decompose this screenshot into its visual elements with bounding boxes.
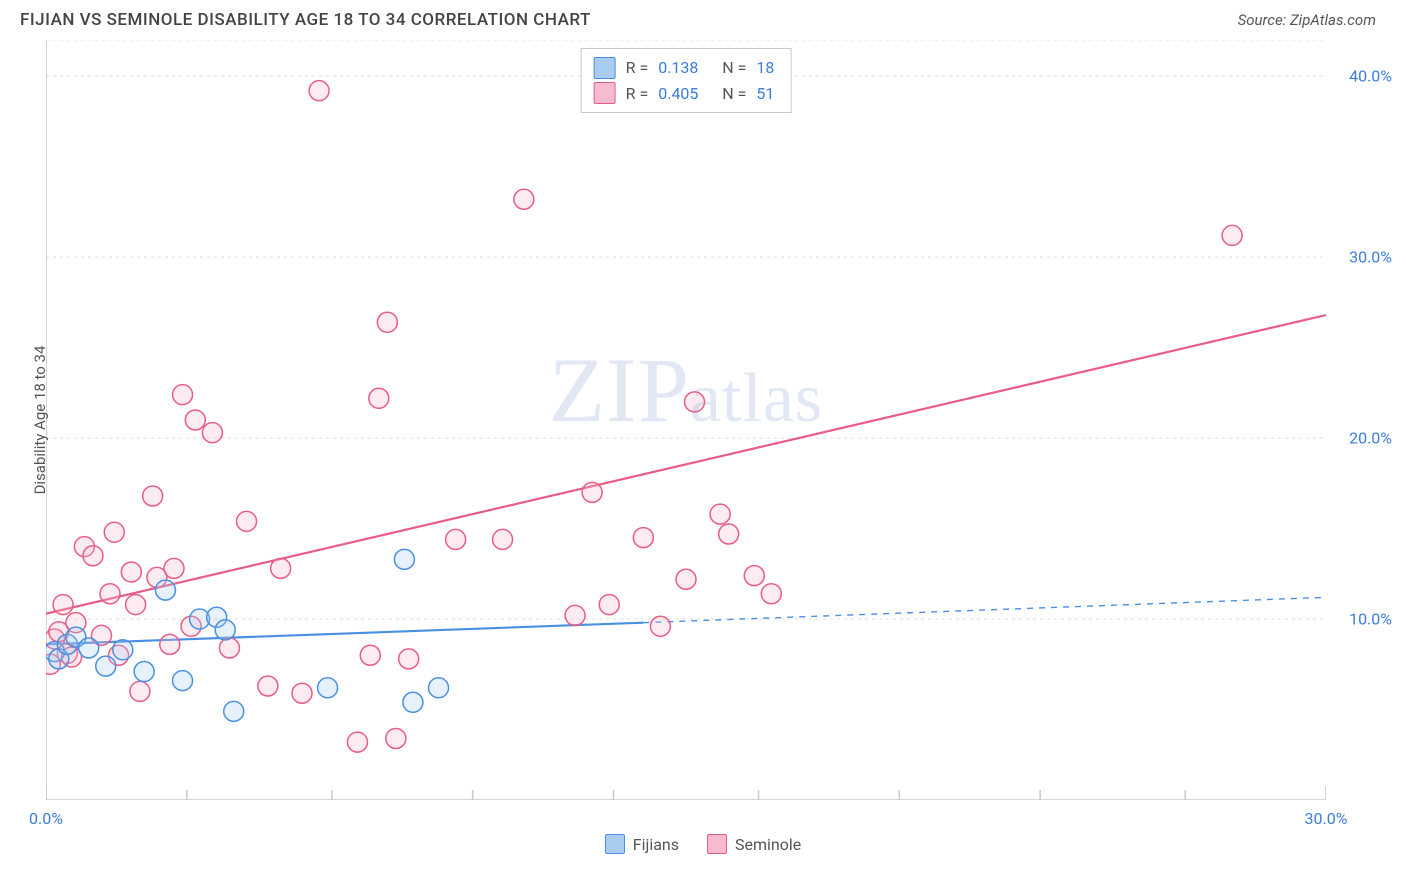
data-point xyxy=(318,678,338,698)
data-point xyxy=(1222,225,1242,245)
data-point xyxy=(493,529,513,549)
data-point xyxy=(83,546,103,566)
data-point xyxy=(121,562,141,582)
data-point xyxy=(514,189,534,209)
data-point xyxy=(224,701,244,721)
data-point xyxy=(403,692,423,712)
data-point xyxy=(446,529,466,549)
data-point xyxy=(202,423,222,443)
data-point xyxy=(134,662,154,682)
series-legend: Fijians Seminole xyxy=(0,834,1406,854)
data-point xyxy=(237,511,257,531)
legend-swatch-icon xyxy=(605,834,625,854)
stats-legend-box: R = 0.138 N = 18 R = 0.405 N = 51 xyxy=(581,48,792,113)
data-point xyxy=(429,678,449,698)
stats-swatch-icon xyxy=(594,57,616,79)
data-point xyxy=(582,482,602,502)
data-point xyxy=(633,528,653,548)
y-axis-label: Disability Age 18 to 34 xyxy=(31,346,49,495)
header: FIJIAN VS SEMINOLE DISABILITY AGE 18 TO … xyxy=(0,0,1406,36)
legend-item-seminole: Seminole xyxy=(707,834,801,854)
data-point xyxy=(53,595,73,615)
legend-label: Seminole xyxy=(735,835,801,854)
data-point xyxy=(113,640,133,660)
data-point xyxy=(377,312,397,332)
data-point xyxy=(565,605,585,625)
y-tick-label: 20.0% xyxy=(1349,429,1392,448)
stats-row-fijians: R = 0.138 N = 18 xyxy=(594,55,775,81)
r-label: R = xyxy=(626,81,649,107)
data-point xyxy=(650,616,670,636)
data-point xyxy=(258,676,278,696)
data-point xyxy=(155,580,175,600)
data-point xyxy=(164,558,184,578)
data-point xyxy=(761,584,781,604)
r-value: 0.405 xyxy=(658,81,712,107)
data-point xyxy=(215,620,235,640)
data-point xyxy=(347,732,367,752)
data-point xyxy=(79,638,99,658)
data-point xyxy=(160,634,180,654)
r-label: R = xyxy=(626,55,649,81)
data-point xyxy=(719,524,739,544)
data-point xyxy=(219,638,239,658)
scatter-plot xyxy=(46,40,1326,800)
source-attribution: Source: ZipAtlas.com xyxy=(1238,11,1376,29)
data-point xyxy=(360,645,380,665)
n-label: N = xyxy=(722,81,746,107)
chart-area: Disability Age 18 to 34 ZIPatlas R =0.13… xyxy=(46,40,1326,800)
data-point xyxy=(386,728,406,748)
data-point xyxy=(96,656,116,676)
x-tick-label: 0.0% xyxy=(29,809,63,828)
data-point xyxy=(100,584,120,604)
data-point xyxy=(744,566,764,586)
legend-label: Fijians xyxy=(633,835,679,854)
y-tick-label: 30.0% xyxy=(1349,248,1392,267)
data-point xyxy=(185,410,205,430)
chart-title: FIJIAN VS SEMINOLE DISABILITY AGE 18 TO … xyxy=(20,10,591,30)
data-point xyxy=(369,388,389,408)
data-point xyxy=(599,595,619,615)
data-point xyxy=(309,81,329,101)
data-point xyxy=(399,649,419,669)
legend-item-fijians: Fijians xyxy=(605,834,679,854)
data-point xyxy=(271,558,291,578)
y-tick-label: 10.0% xyxy=(1349,610,1392,629)
data-point xyxy=(710,504,730,524)
y-tick-label: 40.0% xyxy=(1349,67,1392,86)
data-point xyxy=(685,392,705,412)
r-value: 0.138 xyxy=(658,55,712,81)
data-point xyxy=(104,522,124,542)
stats-row-seminole: R = 0.405 N = 51 xyxy=(594,81,775,107)
data-point xyxy=(126,595,146,615)
x-tick-label: 30.0% xyxy=(1305,809,1348,828)
data-point xyxy=(130,681,150,701)
data-point xyxy=(173,671,193,691)
stats-swatch-icon xyxy=(594,82,616,104)
legend-swatch-icon xyxy=(707,834,727,854)
n-label: N = xyxy=(722,55,746,81)
data-point xyxy=(292,683,312,703)
data-point xyxy=(676,569,696,589)
n-value: 18 xyxy=(756,55,774,81)
data-point xyxy=(173,385,193,405)
data-point xyxy=(143,486,163,506)
n-value: 51 xyxy=(756,81,774,107)
data-point xyxy=(394,549,414,569)
